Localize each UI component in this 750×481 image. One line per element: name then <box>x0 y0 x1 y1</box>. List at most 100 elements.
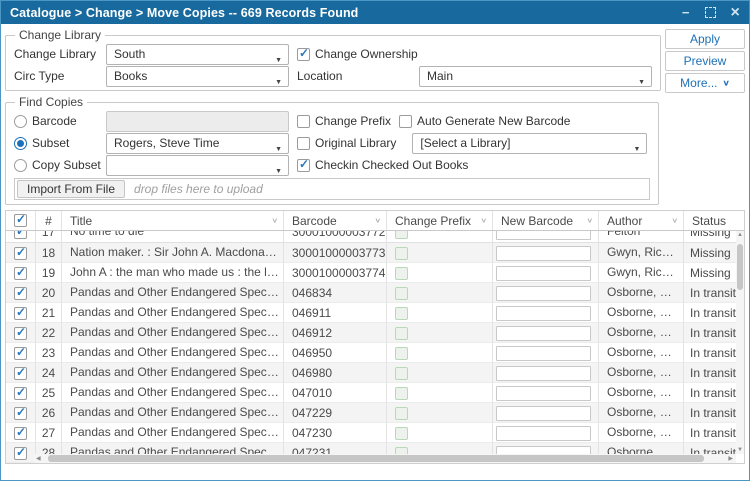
vertical-scrollbar[interactable]: ▲ ▼ <box>736 231 744 454</box>
column-header-label: Barcode <box>292 213 337 228</box>
select-all-checkbox[interactable] <box>14 212 27 227</box>
sort-chevron-icon[interactable]: ∨ <box>586 216 593 224</box>
original-library-checkbox[interactable] <box>297 136 310 150</box>
column-header-author[interactable]: Author ∨ <box>599 211 684 230</box>
preview-button[interactable]: Preview <box>665 51 745 71</box>
row-select-checkbox[interactable] <box>14 445 27 460</box>
horizontal-scroll-thumb[interactable] <box>48 455 704 462</box>
more-button[interactable]: More... <box>665 73 745 93</box>
new-barcode-input[interactable] <box>496 325 591 341</box>
copy-subset-radio[interactable] <box>14 158 27 172</box>
row-select-checkbox[interactable] <box>14 425 27 440</box>
cell-barcode: 047230 <box>284 423 387 443</box>
scroll-left-icon[interactable]: ◀ <box>36 456 41 462</box>
column-header-change-prefix[interactable]: Change Prefix ∨ <box>387 211 493 230</box>
new-barcode-input[interactable] <box>496 425 591 441</box>
records-grid: #Title∨Barcode∨Change Prefix∨New Barcode… <box>5 210 745 464</box>
column-header-new-barcode[interactable]: New Barcode ∨ <box>493 211 599 230</box>
row-select-checkbox[interactable] <box>14 245 27 260</box>
file-drop-zone[interactable]: Import From File drop files here to uplo… <box>14 178 650 200</box>
column-header-label: New Barcode <box>501 213 574 228</box>
auto-generate-barcode-checkbox[interactable] <box>399 114 413 128</box>
vertical-scroll-thumb[interactable] <box>737 244 743 290</box>
row-select-checkbox[interactable] <box>14 385 27 400</box>
new-barcode-input[interactable] <box>496 305 591 321</box>
new-barcode-input[interactable] <box>496 285 591 301</box>
cell-status: In transit <box>690 326 736 340</box>
cell-row-number: 17 <box>36 231 62 242</box>
new-barcode-input[interactable] <box>496 385 591 401</box>
location-select[interactable]: Main <box>419 65 652 87</box>
cell-row-number: 23 <box>36 343 62 363</box>
change-ownership-checkbox[interactable] <box>297 46 310 61</box>
row-select-cell <box>6 303 36 323</box>
subset-select[interactable]: Rogers, Steve Time <box>106 132 289 154</box>
apply-button[interactable]: Apply <box>665 29 745 49</box>
sort-chevron-icon[interactable]: ∨ <box>374 216 381 224</box>
row-select-checkbox[interactable] <box>14 285 27 300</box>
cell-row-number: 21 <box>36 303 62 323</box>
row-select-checkbox[interactable] <box>14 305 27 320</box>
scroll-up-icon[interactable]: ▲ <box>737 232 743 238</box>
close-icon[interactable] <box>731 5 740 21</box>
original-library-select[interactable]: [Select a Library] <box>412 132 648 154</box>
cell-title: Pandas and Other Endangered Species: ... <box>62 443 284 463</box>
row-select-checkbox[interactable] <box>14 365 27 380</box>
new-barcode-input[interactable] <box>496 245 591 261</box>
subset-radio[interactable] <box>14 136 27 150</box>
copy-subset-select[interactable] <box>106 154 289 176</box>
cell-title: Pandas and Other Endangered Species: ... <box>62 303 284 323</box>
cell-barcode: 30001000003774 <box>284 263 387 283</box>
row-select-checkbox[interactable] <box>14 325 27 340</box>
new-barcode-input[interactable] <box>496 365 591 381</box>
sort-chevron-icon[interactable]: ∨ <box>480 216 487 224</box>
new-barcode-input[interactable] <box>496 345 591 361</box>
sort-chevron-icon[interactable]: ∨ <box>271 216 278 224</box>
row-select-cell <box>6 231 36 242</box>
import-from-file-button[interactable]: Import From File <box>17 180 126 198</box>
cell-new-barcode <box>493 423 599 443</box>
find-copies-group: Find Copies Barcode Change Prefix Auto G… <box>5 96 659 205</box>
change-library-select[interactable]: South <box>106 43 289 65</box>
cell-barcode: 046834 <box>284 283 387 303</box>
row-select-checkbox[interactable] <box>14 345 27 360</box>
new-barcode-input[interactable] <box>496 231 591 240</box>
circ-type-select[interactable]: Books <box>106 65 289 87</box>
change-library-value: South <box>114 46 146 61</box>
row-select-checkbox[interactable] <box>14 265 27 280</box>
change-prefix-checkbox[interactable] <box>297 114 310 128</box>
new-barcode-input[interactable] <box>496 405 591 421</box>
new-barcode-input[interactable] <box>496 265 591 281</box>
cell-change-prefix <box>387 423 493 443</box>
column-header-title[interactable]: Title ∨ <box>62 211 284 230</box>
barcode-radio[interactable] <box>14 114 27 128</box>
checkin-checked-out-checkbox[interactable] <box>297 157 310 172</box>
auto-generate-barcode-label: Auto Generate New Barcode <box>417 114 571 128</box>
cell-title: Nation maker. : Sir John A. Macdonald : … <box>62 243 284 263</box>
sort-chevron-icon[interactable]: ∨ <box>671 216 678 224</box>
cell-row-number: 25 <box>36 383 62 403</box>
cell-title: Pandas and Other Endangered Species: ... <box>62 283 284 303</box>
row-select-checkbox[interactable] <box>14 231 27 239</box>
scroll-down-icon[interactable]: ▼ <box>737 447 743 453</box>
row-select-cell <box>6 443 36 463</box>
scroll-right-icon[interactable]: ▶ <box>728 456 733 462</box>
barcode-input[interactable] <box>106 110 289 132</box>
row-select-checkbox[interactable] <box>14 405 27 420</box>
horizontal-scrollbar[interactable]: ◀ ▶ <box>34 454 736 463</box>
minimize-icon[interactable] <box>682 6 690 20</box>
maximize-icon[interactable] <box>704 7 716 18</box>
cell-barcode: 047229 <box>284 403 387 423</box>
column-header-barcode[interactable]: Barcode ∨ <box>284 211 387 230</box>
